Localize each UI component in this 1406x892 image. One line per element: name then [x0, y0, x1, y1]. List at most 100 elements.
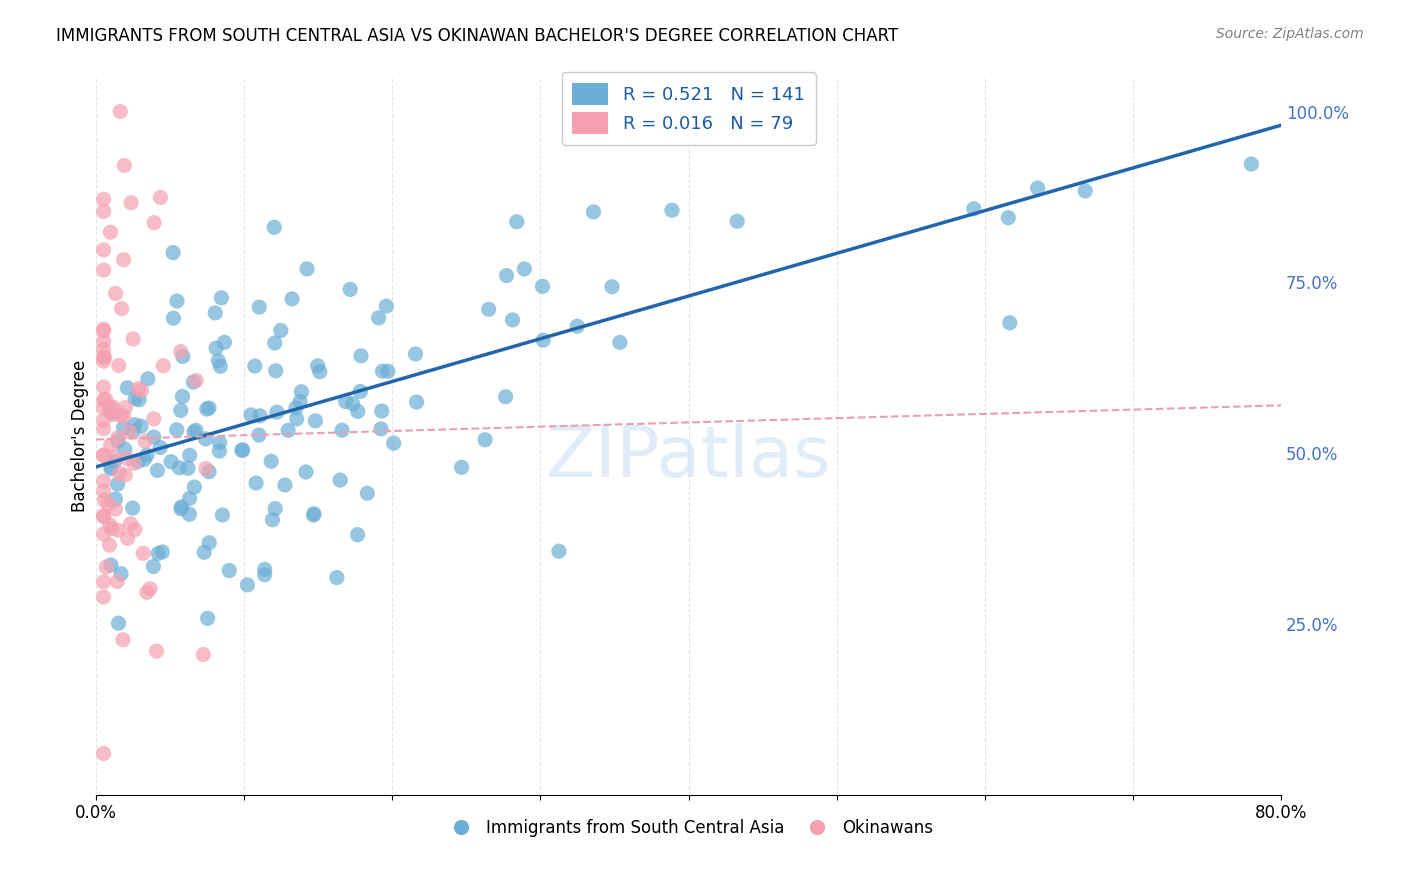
Immigrants from South Central Asia — [963, 202, 986, 216]
Okinawans — [100, 521, 122, 535]
Immigrants from South Central Asia — [281, 292, 304, 306]
Immigrants from South Central Asia — [243, 359, 266, 373]
Immigrants from South Central Asia — [262, 513, 284, 527]
Okinawans — [115, 451, 138, 466]
Immigrants from South Central Asia — [304, 414, 326, 428]
Okinawans — [98, 538, 121, 552]
Okinawans — [101, 400, 124, 414]
Immigrants from South Central Asia — [103, 454, 125, 468]
Immigrants from South Central Asia — [290, 384, 312, 399]
Okinawans — [93, 243, 115, 257]
Immigrants from South Central Asia — [346, 527, 368, 541]
Immigrants from South Central Asia — [247, 300, 270, 314]
Okinawans — [93, 354, 115, 368]
Immigrants from South Central Asia — [160, 455, 183, 469]
Okinawans — [93, 527, 115, 541]
Immigrants from South Central Asia — [240, 408, 263, 422]
Okinawans — [107, 359, 129, 373]
Okinawans — [93, 484, 115, 499]
Immigrants from South Central Asia — [531, 279, 554, 293]
Immigrants from South Central Asia — [346, 404, 368, 418]
Immigrants from South Central Asia — [100, 406, 122, 420]
Immigrants from South Central Asia — [567, 319, 589, 334]
Immigrants from South Central Asia — [100, 459, 122, 474]
Immigrants from South Central Asia — [179, 491, 201, 506]
Immigrants from South Central Asia — [308, 365, 330, 379]
Okinawans — [110, 409, 132, 423]
Immigrants from South Central Asia — [263, 220, 285, 235]
Immigrants from South Central Asia — [253, 567, 276, 582]
Okinawans — [93, 204, 115, 219]
Immigrants from South Central Asia — [124, 417, 146, 432]
Okinawans — [108, 467, 131, 481]
Immigrants from South Central Asia — [502, 313, 524, 327]
Okinawans — [93, 263, 115, 277]
Immigrants from South Central Asia — [100, 558, 122, 572]
Okinawans — [93, 493, 115, 508]
Immigrants from South Central Asia — [104, 491, 127, 506]
Okinawans — [110, 104, 132, 119]
Okinawans — [104, 502, 127, 516]
Immigrants from South Central Asia — [150, 545, 173, 559]
Immigrants from South Central Asia — [177, 461, 200, 475]
Immigrants from South Central Asia — [474, 433, 496, 447]
Okinawans — [93, 392, 115, 407]
Okinawans — [132, 546, 155, 560]
Okinawans — [110, 301, 132, 316]
Immigrants from South Central Asia — [149, 441, 172, 455]
Immigrants from South Central Asia — [112, 421, 135, 435]
Immigrants from South Central Asia — [232, 442, 254, 457]
Immigrants from South Central Asia — [295, 465, 318, 479]
Okinawans — [98, 404, 121, 418]
Okinawans — [135, 585, 157, 599]
Immigrants from South Central Asia — [195, 402, 218, 417]
Immigrants from South Central Asia — [247, 428, 270, 442]
Immigrants from South Central Asia — [134, 452, 156, 467]
Immigrants from South Central Asia — [1026, 181, 1049, 195]
Text: Source: ZipAtlas.com: Source: ZipAtlas.com — [1216, 27, 1364, 41]
Okinawans — [139, 582, 162, 596]
Immigrants from South Central Asia — [330, 423, 353, 437]
Immigrants from South Central Asia — [124, 392, 146, 406]
Immigrants from South Central Asia — [198, 535, 221, 549]
Okinawans — [122, 332, 145, 346]
Okinawans — [112, 159, 135, 173]
Immigrants from South Central Asia — [370, 404, 392, 418]
Immigrants from South Central Asia — [302, 508, 325, 522]
Okinawans — [122, 456, 145, 470]
Immigrants from South Central Asia — [136, 372, 159, 386]
Okinawans — [93, 413, 115, 427]
Okinawans — [118, 425, 141, 439]
Immigrants from South Central Asia — [183, 425, 205, 439]
Okinawans — [100, 438, 122, 452]
Okinawans — [117, 532, 139, 546]
Okinawans — [93, 509, 115, 524]
Immigrants from South Central Asia — [162, 245, 184, 260]
Immigrants from South Central Asia — [326, 570, 349, 584]
Okinawans — [143, 216, 166, 230]
Immigrants from South Central Asia — [582, 205, 605, 219]
Okinawans — [101, 408, 124, 422]
Okinawans — [127, 382, 149, 396]
Immigrants from South Central Asia — [236, 578, 259, 592]
Immigrants from South Central Asia — [170, 501, 193, 516]
Immigrants from South Central Asia — [183, 480, 205, 494]
Okinawans — [93, 192, 115, 206]
Immigrants from South Central Asia — [367, 310, 389, 325]
Immigrants from South Central Asia — [264, 364, 287, 378]
Immigrants from South Central Asia — [531, 333, 554, 347]
Okinawans — [105, 574, 128, 589]
Immigrants from South Central Asia — [184, 423, 207, 437]
Okinawans — [93, 380, 115, 394]
Okinawans — [93, 474, 115, 488]
Immigrants from South Central Asia — [609, 335, 631, 350]
Immigrants from South Central Asia — [285, 401, 308, 415]
Okinawans — [107, 431, 129, 445]
Immigrants from South Central Asia — [329, 473, 352, 487]
Okinawans — [131, 384, 153, 398]
Okinawans — [114, 468, 136, 483]
Immigrants from South Central Asia — [349, 384, 371, 399]
Okinawans — [93, 574, 115, 589]
Okinawans — [93, 343, 115, 357]
Okinawans — [104, 450, 127, 465]
